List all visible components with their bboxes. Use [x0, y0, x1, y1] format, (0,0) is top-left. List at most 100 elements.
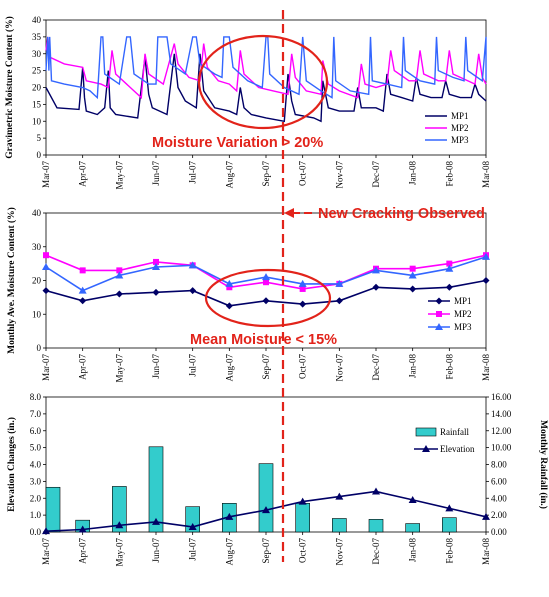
moisture-y-tick-label: 35	[32, 32, 42, 42]
moisture-y-axis-label: Gravimetric Moisture Content (%)	[4, 16, 15, 159]
avg-mp3-point	[298, 279, 307, 287]
moisture-x-tick-label: Aug-07	[224, 161, 234, 189]
moisture-legend-label: MP1	[451, 111, 469, 121]
elevation-y-tick-label: 2.0	[30, 493, 42, 503]
avg-mp3-point	[262, 273, 270, 281]
series-mp2-line	[45, 36, 487, 100]
elevation-x-tick-label: Aug-07	[224, 538, 234, 566]
avg-mp2-point	[263, 279, 269, 286]
cracking-arrow-icon	[284, 208, 294, 218]
elevation-point	[372, 487, 380, 495]
elevation-y-tick-label: 4.0	[30, 460, 42, 470]
series-mp3-line	[45, 36, 487, 100]
monthly-average-y-axis-label: Monthly Ave. Moisture Content (%)	[6, 207, 17, 354]
avg-mp2-point	[409, 265, 416, 272]
moisture-y-tick-label: 15	[32, 99, 42, 109]
elevation-point	[152, 517, 160, 525]
elevation-point	[225, 512, 234, 520]
avg-mp3-point	[42, 263, 50, 270]
elevation-y-tick-label: 1.0	[30, 510, 42, 520]
average-y-tick-label: 30	[32, 242, 42, 252]
elevation-x-tick-label: Mar-07	[41, 538, 51, 565]
moisture-y-tick-label: 10	[32, 116, 42, 126]
moisture-x-tick-label: May-07	[114, 161, 124, 190]
mean-moisture-annotation: Mean Moisture < 15%	[190, 332, 337, 348]
moisture-y-tick-label: 5	[37, 133, 42, 143]
avg-mp3-point	[482, 252, 490, 260]
elevation-x-tick-label: Dec-07	[371, 538, 381, 565]
variation-annotation: Moisture Variation > 20%	[152, 135, 323, 151]
average-legend-label: MP3	[454, 322, 472, 332]
rainfall-y-tick-label: 16.00	[491, 392, 512, 402]
moisture-y-tick-label: 0	[37, 150, 42, 160]
elevation-x-tick-label: Sep-07	[261, 538, 271, 564]
moisture-y-tick-label: 20	[32, 83, 42, 93]
moisture-chart: 0 5 10 15 20 25 30 35 40 Mar-07 Apr-07 May-07 Jun-0…	[4, 15, 491, 190]
elevation-x-tick-label: May-07	[114, 538, 124, 567]
avg-mp3-point	[445, 264, 454, 272]
moisture-x-tick-label: Apr-07	[78, 161, 88, 187]
avg-mp1-point	[409, 285, 417, 293]
elevation-x-tick-label: Jun-07	[151, 538, 161, 563]
elevation-point	[482, 512, 490, 520]
avg-mp2-point	[79, 267, 86, 274]
avg-mp3-point	[225, 279, 234, 287]
avg-mp3-point	[115, 271, 124, 279]
avg-mp2-point	[299, 285, 306, 292]
average-y-tick-label: 10	[32, 309, 42, 319]
average-x-tick-label: Dec-07	[371, 354, 381, 381]
average-x-tick-label: Sep-07	[261, 354, 271, 380]
average-x-tick-label: Nov-07	[334, 354, 344, 382]
elevation-y-tick-label: 7.0	[30, 409, 42, 419]
average-legend-marker	[436, 311, 442, 317]
average-y-tick-label: 20	[32, 276, 42, 286]
elevation-point	[262, 506, 270, 514]
average-y-tick-label: 0	[37, 343, 42, 353]
elevation-legend-marker	[422, 445, 430, 452]
mean-moisture-ellipse	[204, 268, 332, 328]
average-legend-label: MP2	[454, 309, 472, 319]
avg-mp1-point	[115, 290, 123, 298]
moisture-y-tick-label: 40	[32, 15, 42, 25]
avg-mp3-point	[188, 261, 197, 269]
rainfall-bar	[405, 523, 420, 533]
average-x-tick-label: Mar-07	[41, 354, 51, 381]
elevation-point	[42, 527, 50, 535]
elevation-y-tick-label: 5.0	[30, 443, 42, 453]
average-x-tick-label: Aug-07	[224, 354, 234, 382]
moisture-x-tick-label: Nov-07	[334, 161, 344, 189]
elevation-point	[445, 504, 454, 512]
avg-mp1-point	[482, 277, 490, 284]
elevation-legend-label: Elevation	[440, 444, 475, 454]
average-legend-label: MP1	[454, 296, 472, 306]
avg-mp1-point	[372, 283, 380, 291]
elevation-rainfall-chart: 0.0 1.0 2.0 3.0 4.0 5.0 6.0 7.0 8.0 0.00 2.00 4.00…	[6, 392, 549, 567]
rainfall-bar	[295, 503, 310, 533]
elevation-y-tick-label: 0.0	[30, 527, 42, 537]
avg-mp1-point	[42, 287, 50, 295]
elevation-point	[335, 492, 344, 500]
annotations: Moisture Variation > 20% New Cracking Ob…	[152, 10, 485, 562]
avg-mp2-point	[153, 258, 159, 265]
elevation-y-axis-label: Elevation Changes (in.)	[6, 417, 17, 512]
elevation-x-tick-label: Jan-08	[408, 538, 418, 562]
rainfall-y-tick-label: 0.00	[491, 527, 507, 537]
elevation-x-tick-label: Mar-08	[481, 538, 491, 565]
moisture-x-tick-label: Oct-07	[298, 161, 308, 186]
elevation-x-tick-label: Jul-07	[188, 538, 198, 561]
moisture-x-tick-label: Feb-08	[444, 161, 454, 187]
rainfall-bar	[442, 517, 457, 533]
rainfall-bar	[45, 486, 61, 533]
elevation-point	[298, 497, 307, 505]
moisture-x-tick-label: Jul-07	[188, 161, 198, 184]
rainfall-y-tick-label: 10.00	[491, 443, 512, 453]
avg-mp2-point	[446, 260, 453, 267]
average-legend-marker	[435, 297, 443, 305]
elevation-point	[188, 522, 197, 530]
elevation-x-tick-label: Feb-08	[444, 538, 454, 564]
rainfall-legend-label: Rainfall	[440, 427, 469, 437]
moisture-y-tick-label: 25	[32, 66, 42, 76]
moisture-x-tick-label: Mar-07	[41, 161, 51, 188]
avg-mp3-point	[335, 279, 344, 287]
